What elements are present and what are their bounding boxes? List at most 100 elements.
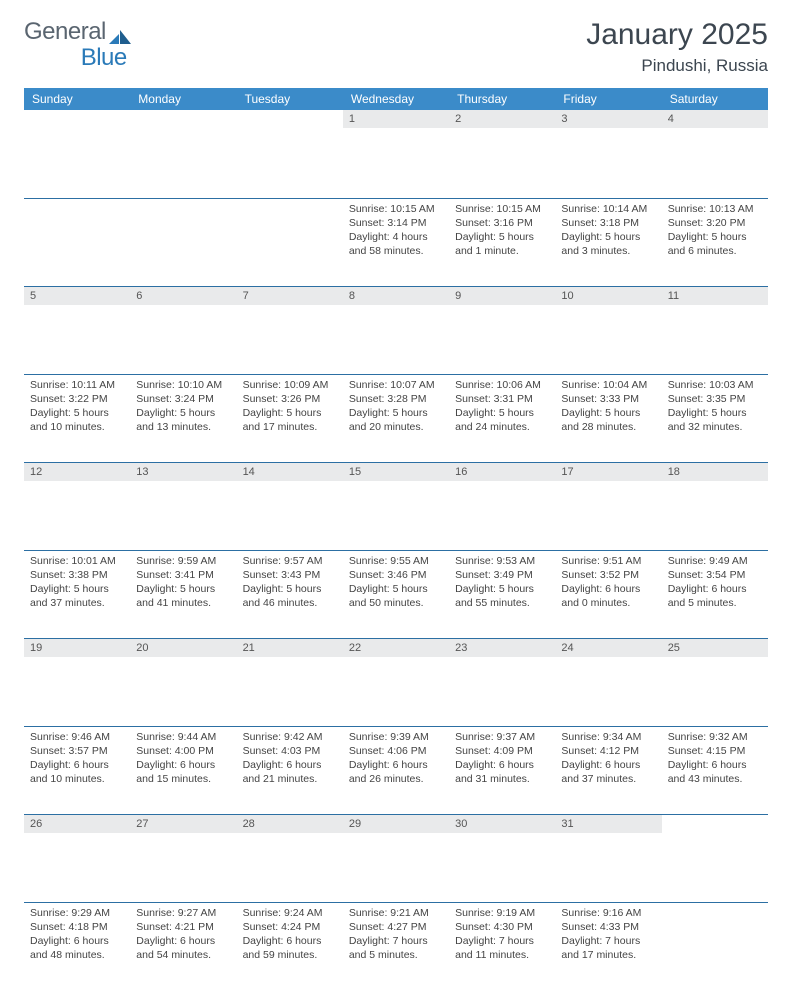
- day-number: 7: [237, 287, 343, 305]
- sunrise-line: Sunrise: 9:51 AM: [561, 555, 641, 567]
- day-details: Sunrise: 10:15 AM Sunset: 3:16 PM Daylight…: [449, 199, 555, 264]
- sunrise-line: Sunrise: 9:37 AM: [455, 731, 535, 743]
- day-cell: Sunrise: 10:03 AMSunset: 3:35 PMDaylight…: [662, 374, 768, 462]
- sunset-line: Sunset: 4:06 PM: [349, 745, 427, 757]
- day-details: Sunrise: 9:59 AM Sunset: 3:41 PM Daylight:…: [130, 551, 236, 616]
- day-number: 17: [555, 463, 661, 481]
- sunset-line: Sunset: 4:27 PM: [349, 921, 427, 933]
- day-header: Sunday: [24, 88, 130, 110]
- daylight-line: Daylight: 5 hours and 3 minutes.: [561, 231, 640, 257]
- sunset-line: Sunset: 4:15 PM: [668, 745, 746, 757]
- day-cell: Sunrise: 10:15 AM Sunset: 3:16 PM Daylight…: [449, 198, 555, 286]
- sunset-line: Sunset: 3:22 PM: [30, 393, 108, 405]
- day-number: 26: [24, 815, 130, 833]
- daylight-line: Daylight: 5 hours and 50 minutes.: [349, 583, 428, 609]
- sunset-line: Sunset: 3:41 PM: [136, 569, 214, 581]
- day-cell: [662, 902, 768, 990]
- logo: General: [24, 18, 131, 46]
- day-number: 18: [662, 463, 768, 481]
- page-container: General January 2025 Pindushi, Russia Ge…: [0, 0, 792, 990]
- calendar-head: SundayMondayTuesdayWednesdayThursdayFrid…: [24, 88, 768, 110]
- sunset-line: Sunset: 4:18 PM: [30, 921, 108, 933]
- day-details: Sunrise: 9:24 AMSunset: 4:24 PMDaylight:…: [237, 903, 343, 968]
- day-details: Sunrise: 10:07 AMSunset: 3:28 PMDaylight…: [343, 375, 449, 440]
- day-details: Sunrise: 9:32 AMSunset: 4:15 PMDaylight:…: [662, 727, 768, 792]
- day-details: Sunrise: 9:53 AMSunset: 3:49 PMDaylight:…: [449, 551, 555, 616]
- calendar-body: 1234Sunrise: 10:15 AMSunset: 3:14 PMDayl…: [24, 110, 768, 990]
- day-details: Sunrise: 9:57 AMSunset: 3:43 PMDaylight:…: [237, 551, 343, 616]
- day-number: [237, 110, 343, 128]
- sunset-line: Sunset: 3:35 PM: [668, 393, 746, 405]
- daylight-line: Daylight: 4 hours and 58 minutes.: [349, 231, 428, 257]
- daylight-line: Daylight: 6 hours and 48 minutes.: [30, 935, 109, 961]
- sunset-line: Sunset: 3:33 PM: [561, 393, 639, 405]
- sunrise-line: Sunrise: 9:53 AM: [455, 555, 535, 567]
- day-details: Sunrise: 9:44 AMSunset: 4:00 PMDaylight:…: [130, 727, 236, 792]
- daylight-line: Daylight: 5 hours and 28 minutes.: [561, 407, 640, 433]
- sunset-line: Sunset: 4:24 PM: [243, 921, 321, 933]
- sunrise-line: Sunrise: 9:57 AM: [243, 555, 323, 567]
- sunrise-line: Sunrise: 9:39 AM: [349, 731, 429, 743]
- sunset-line: Sunset: 4:12 PM: [561, 745, 639, 757]
- day-details: Sunrise: 10:09 AMSunset: 3:26 PMDaylight…: [237, 375, 343, 440]
- daylight-line: Daylight: 6 hours and 43 minutes.: [668, 759, 747, 785]
- day-cell: Sunrise: 10:10 AMSunset: 3:24 PMDaylight…: [130, 374, 236, 462]
- day-number: [24, 110, 130, 128]
- day-cell: Sunrise: 9:44 AMSunset: 4:00 PMDaylight:…: [130, 726, 236, 814]
- day-number: 30: [449, 815, 555, 833]
- sunrise-line: Sunrise: 10:15 AM: [349, 203, 435, 215]
- day-number: 23: [449, 639, 555, 657]
- day-details: Sunrise: 9:29 AMSunset: 4:18 PMDaylight:…: [24, 903, 130, 968]
- daylight-line: Daylight: 5 hours and 6 minutes.: [668, 231, 747, 257]
- daylight-line: Daylight: 5 hours and 10 minutes.: [30, 407, 109, 433]
- sunset-line: Sunset: 3:43 PM: [243, 569, 321, 581]
- sunset-line: Sunset: 3:57 PM: [30, 745, 108, 757]
- daylight-line: Daylight: 5 hours and 41 minutes.: [136, 583, 215, 609]
- sunset-line: Sunset: 3:18 PM: [561, 217, 639, 229]
- day-cell: Sunrise: 9:51 AMSunset: 3:52 PMDaylight:…: [555, 550, 661, 638]
- day-header: Wednesday: [343, 88, 449, 110]
- sunrise-line: Sunrise: 9:59 AM: [136, 555, 216, 567]
- day-number: 9: [449, 287, 555, 305]
- day-number: 16: [449, 463, 555, 481]
- sunrise-line: Sunrise: 9:16 AM: [561, 907, 641, 919]
- sunrise-line: Sunrise: 10:15 AM: [455, 203, 541, 215]
- day-number: 21: [237, 639, 343, 657]
- day-cell: [130, 198, 236, 286]
- sunrise-line: Sunrise: 10:03 AM: [668, 379, 754, 391]
- day-cell: Sunrise: 9:53 AMSunset: 3:49 PMDaylight:…: [449, 550, 555, 638]
- day-number: 4: [662, 110, 768, 128]
- day-number: 28: [237, 815, 343, 833]
- day-header: Friday: [555, 88, 661, 110]
- day-number: 12: [24, 463, 130, 481]
- month-title: January 2025: [586, 18, 768, 52]
- day-number: 31: [555, 815, 661, 833]
- day-number: 25: [662, 639, 768, 657]
- day-cell: Sunrise: 9:49 AMSunset: 3:54 PMDaylight:…: [662, 550, 768, 638]
- day-number: 20: [130, 639, 236, 657]
- day-details: Sunrise: 9:55 AMSunset: 3:46 PMDaylight:…: [343, 551, 449, 616]
- day-details: Sunrise: 10:10 AMSunset: 3:24 PMDaylight…: [130, 375, 236, 440]
- sunset-line: Sunset: 4:09 PM: [455, 745, 533, 757]
- daylight-line: Daylight: 5 hours and 1 minute.: [455, 231, 534, 257]
- daylight-line: Daylight: 7 hours and 11 minutes.: [455, 935, 534, 961]
- day-details: Sunrise: 9:16 AMSunset: 4:33 PMDaylight:…: [555, 903, 661, 968]
- sunset-line: Sunset: 3:49 PM: [455, 569, 533, 581]
- day-details: Sunrise: 9:42 AMSunset: 4:03 PMDaylight:…: [237, 727, 343, 792]
- daylight-line: Daylight: 6 hours and 10 minutes.: [30, 759, 109, 785]
- day-cell: Sunrise: 10:13 AMSunset: 3:20 PMDaylight…: [662, 198, 768, 286]
- day-cell: Sunrise: 9:59 AM Sunset: 3:41 PM Daylight:…: [130, 550, 236, 638]
- sunrise-line: Sunrise: 10:11 AM: [30, 379, 115, 391]
- sunrise-line: Sunrise: 9:34 AM: [561, 731, 641, 743]
- day-details: Sunrise: 10:06 AMSunset: 3:31 PMDaylight…: [449, 375, 555, 440]
- day-cell: Sunrise: 9:27 AMSunset: 4:21 PMDaylight:…: [130, 902, 236, 990]
- sunrise-line: Sunrise: 10:04 AM: [561, 379, 647, 391]
- day-header: Monday: [130, 88, 236, 110]
- sunset-line: Sunset: 3:20 PM: [668, 217, 746, 229]
- sunset-line: Sunset: 3:54 PM: [668, 569, 746, 581]
- day-cell: Sunrise: 10:11 AM Sunset: 3:22 PM Daylight…: [24, 374, 130, 462]
- sunrise-line: Sunrise: 10:09 AM: [243, 379, 329, 391]
- sunset-line: Sunset: 3:16 PM: [455, 217, 533, 229]
- day-header: Thursday: [449, 88, 555, 110]
- day-details: Sunrise: 9:39 AMSunset: 4:06 PMDaylight:…: [343, 727, 449, 792]
